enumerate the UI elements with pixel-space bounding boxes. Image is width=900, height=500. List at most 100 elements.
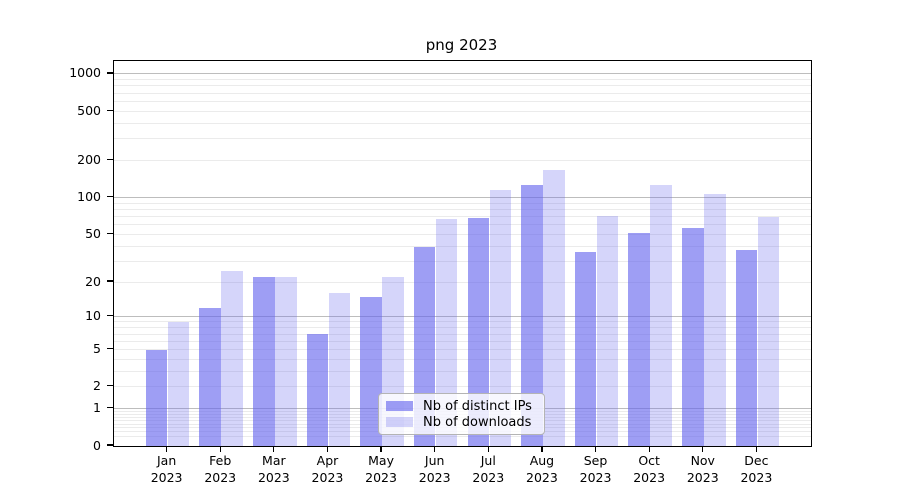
legend-row-downloads: Nb of downloads	[386, 415, 536, 430]
y-tick-label: 2	[93, 378, 101, 394]
plot-area	[113, 60, 812, 447]
gridline-minor	[114, 79, 811, 81]
gridline-minor	[114, 138, 811, 140]
bar-downloads-aug-2023	[543, 170, 565, 446]
gridline-major	[114, 73, 811, 75]
bar-distinct-ips-sep-2023	[574, 251, 597, 446]
bar-downloads-jan-2023	[167, 321, 190, 446]
x-tick-label-line: Mar	[262, 453, 286, 468]
x-tick-label-line: Feb	[209, 453, 232, 468]
y-tick-label: 10	[85, 308, 101, 324]
bar-distinct-ips-nov-2023	[682, 228, 704, 446]
x-tick-label-line: 2023	[418, 469, 451, 485]
gridline-minor	[114, 333, 811, 335]
x-tick-label: Feb 2023	[190, 453, 250, 486]
bar-downloads-apr-2023	[328, 293, 351, 446]
gridline-minor	[114, 110, 811, 112]
y-tick-label: 0	[93, 437, 101, 453]
x-tick-label-line: 2023	[257, 469, 290, 485]
x-tick-label: Jul 2023	[458, 453, 518, 486]
x-tick-mark	[702, 446, 704, 452]
bar-downloads-oct-2023	[650, 184, 672, 446]
chart-title: png 2023	[425, 36, 498, 54]
x-tick-label: Dec 2023	[726, 453, 786, 486]
y-tick-mark	[107, 347, 113, 350]
legend-label-downloads: Nb of downloads	[423, 414, 532, 430]
x-tick-label-line: May	[368, 453, 394, 468]
x-tick-mark	[755, 446, 757, 452]
y-tick-mark	[107, 72, 113, 74]
x-tick-label: Aug 2023	[512, 453, 572, 486]
y-tick-label: 1	[93, 400, 101, 416]
x-tick-label: May 2023	[351, 453, 411, 486]
gridline-minor	[114, 281, 811, 283]
y-tick-label: 20	[85, 273, 101, 289]
gridline-minor	[114, 349, 811, 350]
gridline-minor	[114, 215, 811, 217]
x-tick-label-line: Jul	[480, 453, 496, 468]
x-tick-label-line: Sep	[583, 453, 608, 468]
x-tick-label-line: Jun	[424, 453, 445, 468]
y-tick-mark	[107, 444, 113, 446]
y-tick-label: 100	[77, 188, 101, 204]
x-tick-label: Mar 2023	[244, 453, 304, 486]
y-tick-mark	[107, 195, 113, 198]
x-tick-label: Nov 2023	[673, 453, 733, 486]
bar-distinct-ips-may-2023	[360, 296, 382, 446]
y-tick-mark	[107, 158, 113, 160]
x-tick-mark	[380, 446, 382, 452]
x-tick-label-line: Dec	[744, 453, 769, 468]
x-tick-label-line: Apr	[316, 453, 339, 468]
y-tick-label: 200	[77, 151, 101, 167]
bar-downloads-mar-2023	[275, 277, 297, 446]
gridline-minor	[114, 224, 811, 226]
x-tick-label-line: Aug	[529, 453, 555, 468]
x-tick-mark	[541, 446, 543, 452]
legend-swatch-distinct-ips	[386, 401, 413, 411]
x-tick-mark	[648, 446, 650, 452]
bar-downloads-jul-2023	[489, 190, 512, 446]
gridline-minor	[114, 358, 811, 360]
x-tick-label: Jun 2023	[405, 453, 465, 486]
y-tick-mark	[107, 232, 113, 234]
x-tick-label-line: 2023	[311, 469, 344, 485]
x-tick-label-line: 2023	[204, 469, 237, 485]
y-tick-label: 1000	[69, 65, 101, 81]
x-tick-label: Oct 2023	[619, 453, 679, 486]
y-tick-label: 5	[93, 341, 101, 356]
gridline-minor	[114, 208, 811, 210]
legend-label-distinct-ips: Nb of distinct IPs	[423, 398, 532, 414]
gridline-minor	[114, 327, 811, 329]
gridline-minor	[114, 435, 811, 437]
gridline-minor	[114, 340, 811, 342]
gridline-minor	[114, 202, 811, 204]
x-tick-mark	[326, 446, 329, 452]
gridline-minor	[114, 233, 811, 235]
y-tick-mark	[107, 280, 113, 282]
bar-distinct-ips-oct-2023	[628, 233, 650, 446]
bar-distinct-ips-dec-2023	[735, 250, 758, 446]
x-tick-label-line: Oct	[638, 453, 660, 468]
gridline-minor	[114, 92, 811, 94]
x-tick-mark	[594, 446, 597, 452]
gridline-minor	[114, 100, 811, 102]
bar-downloads-sep-2023	[596, 216, 619, 446]
x-tick-label: Sep 2023	[566, 453, 626, 486]
legend-row-distinct-ips: Nb of distinct IPs	[386, 399, 536, 414]
legend-swatch-downloads	[386, 417, 413, 427]
y-tick-mark	[107, 407, 113, 409]
legend: Nb of distinct IPs Nb of downloads	[378, 393, 545, 435]
x-tick-mark	[166, 446, 168, 452]
gridline-minor	[114, 260, 811, 262]
x-tick-label-line: 2023	[472, 469, 505, 485]
x-tick-label-line: Nov	[690, 453, 715, 468]
bar-downloads-jun-2023	[435, 218, 458, 446]
gridline-major	[114, 196, 811, 198]
x-tick-mark	[219, 446, 221, 452]
x-tick-label-line: 2023	[365, 469, 397, 485]
x-tick-label-line: 2023	[633, 469, 666, 485]
bar-downloads-dec-2023	[757, 217, 780, 446]
y-tick-mark	[107, 315, 113, 317]
bar-distinct-ips-jul-2023	[467, 217, 490, 446]
